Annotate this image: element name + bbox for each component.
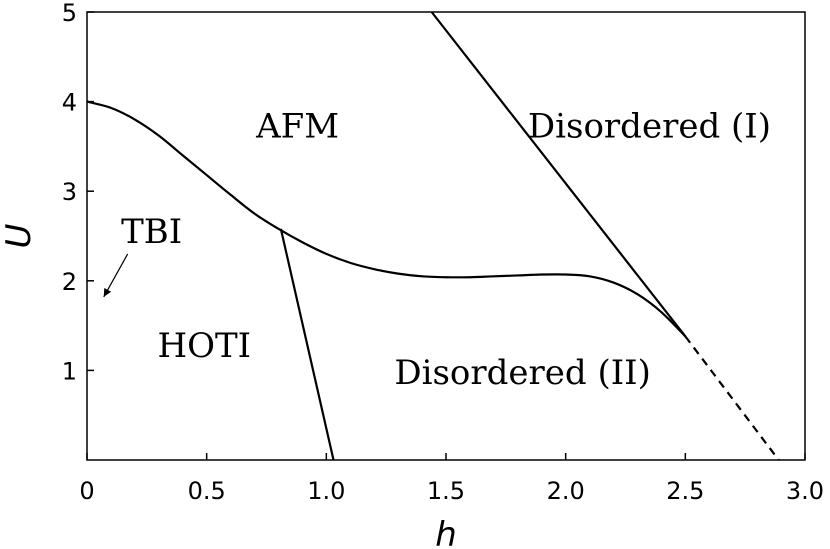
y-tick-label: 3	[62, 178, 77, 206]
region-labels: AFM Disordered (I) TBI HOTI Disordered (II)	[121, 106, 771, 392]
y-tick-label: 5	[62, 0, 77, 27]
arrow-shaft	[103, 253, 129, 298]
axis-tick-labels: 0 0.5 1.0 1.5 2.0 2.5 3.0 1 2 3 4 5	[62, 0, 824, 505]
y-tick-label: 1	[62, 357, 77, 385]
phase-boundary-line-2	[430, 11, 687, 338]
axis-ticks	[86, 11, 806, 460]
x-tick-label: 0	[79, 477, 94, 505]
region-label: Disordered (I)	[528, 106, 771, 146]
x-tick-label: 1.0	[307, 477, 345, 505]
y-tick-label: 2	[62, 268, 77, 296]
region-label: TBI	[121, 212, 182, 252]
phase-boundary-line-4	[279, 228, 335, 461]
tbi-arrow	[103, 253, 129, 298]
phase-boundary-line-1	[86, 100, 687, 338]
region-label: HOTI	[157, 326, 251, 366]
region-label: Disordered (II)	[394, 353, 651, 393]
region-label: AFM	[255, 106, 339, 146]
x-tick-label: 2.0	[547, 477, 585, 505]
phase-boundaries	[86, 11, 780, 461]
x-tick-label: 0.5	[188, 477, 226, 505]
y-axis-label: U	[0, 223, 39, 248]
x-tick-label: 3.0	[786, 477, 824, 505]
x-axis-label: h	[435, 515, 457, 549]
arrow-head	[103, 287, 112, 297]
phase-boundary-line-3	[684, 335, 780, 461]
y-tick-label: 4	[62, 89, 77, 117]
x-tick-label: 1.5	[427, 477, 465, 505]
x-tick-label: 2.5	[666, 477, 704, 505]
